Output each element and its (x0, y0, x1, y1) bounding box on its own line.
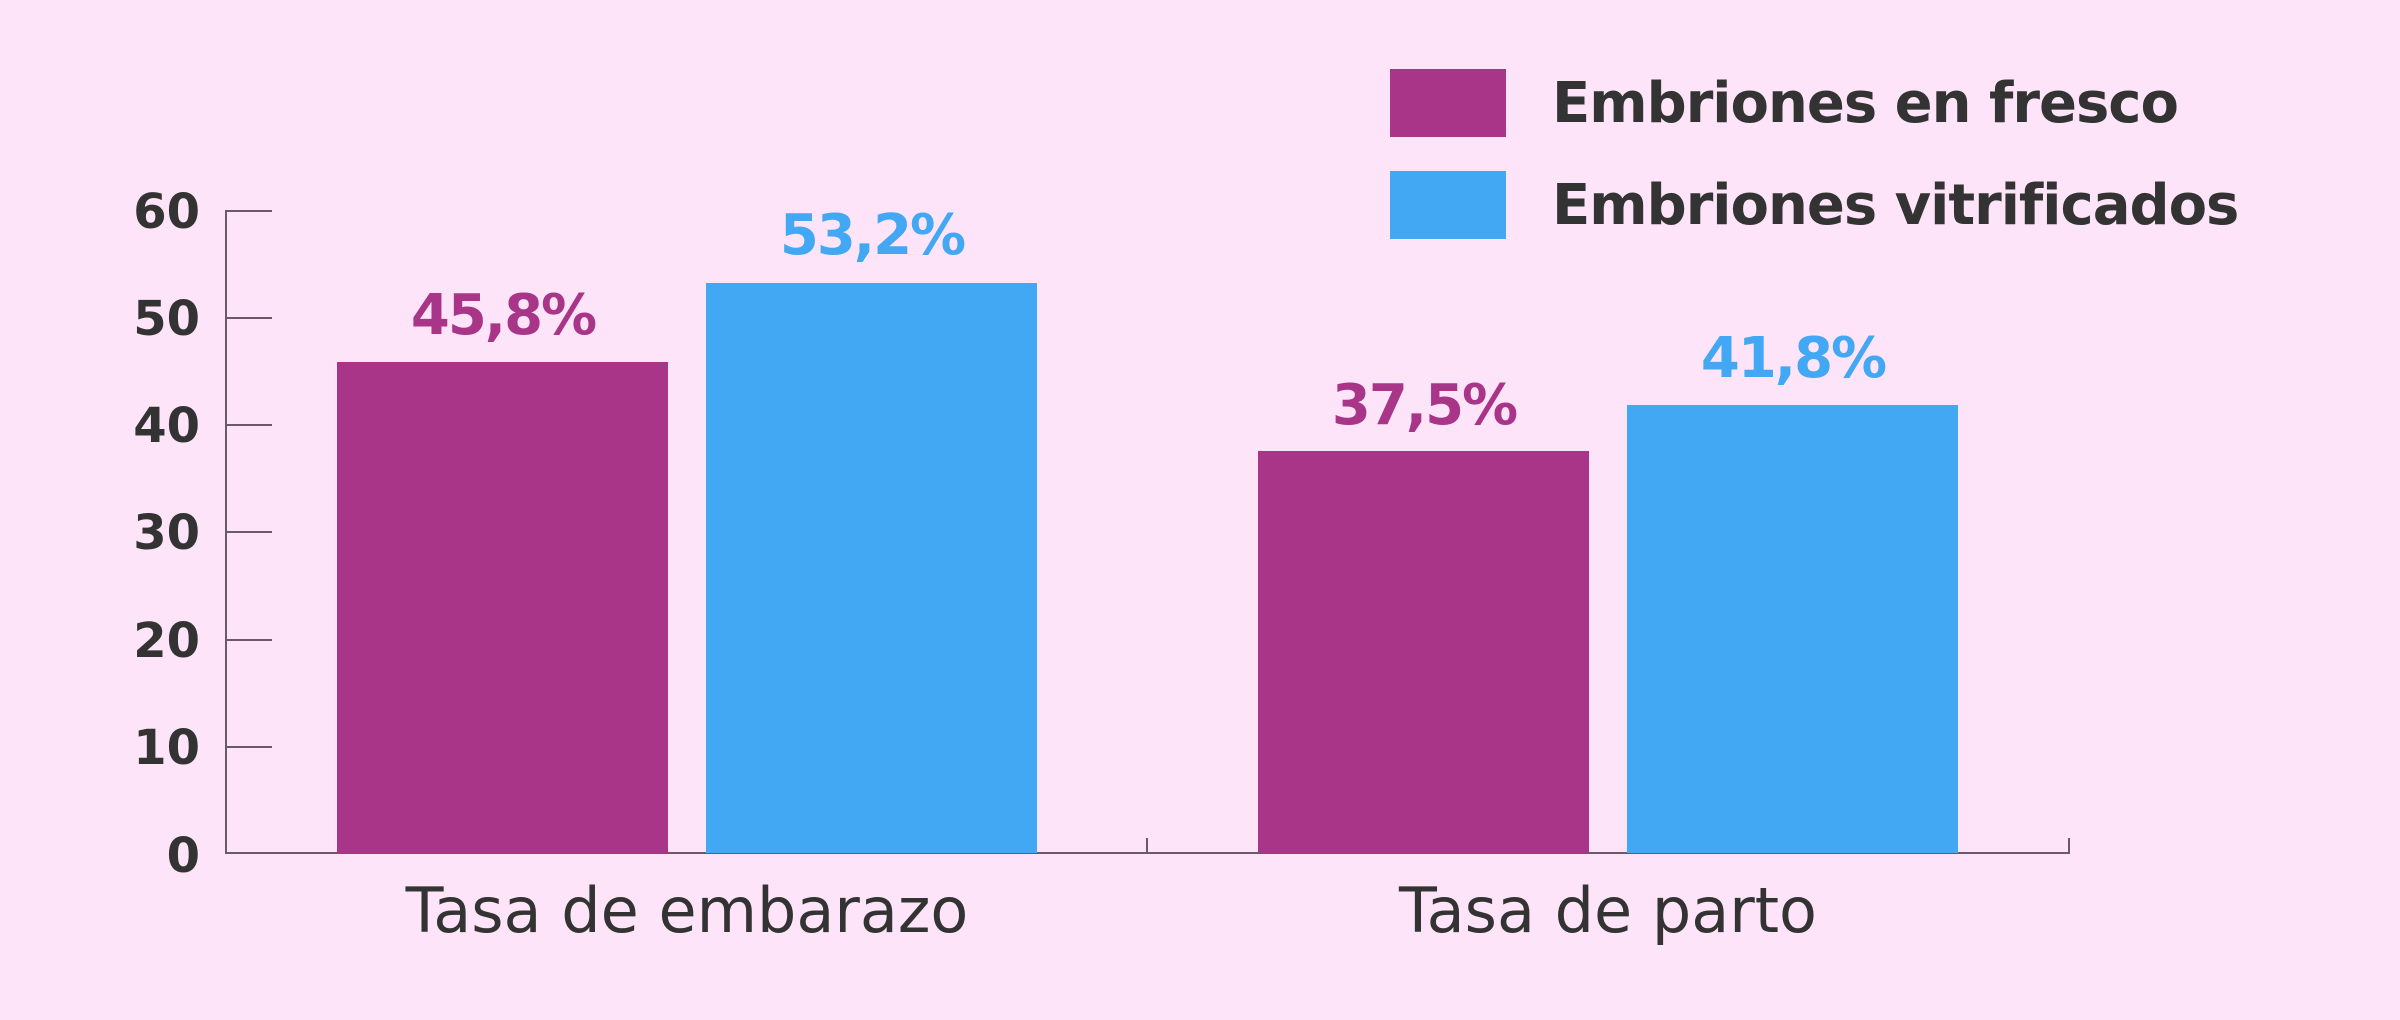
category-label: Tasa de embarazo (405, 874, 969, 947)
legend-item-fresh: Embriones en fresco (1390, 69, 2179, 137)
y-tick (226, 317, 272, 319)
legend-swatch-vitrified (1390, 171, 1506, 239)
x-tick (2068, 838, 2070, 853)
y-tick (226, 746, 272, 748)
y-tick-label: 50 (133, 291, 200, 347)
y-tick-label: 40 (133, 398, 200, 454)
y-tick (226, 210, 272, 212)
x-axis (225, 852, 2070, 854)
y-tick-label: 0 (166, 828, 200, 884)
y-tick-label: 20 (133, 613, 200, 669)
value-label: 45,8% (410, 283, 597, 348)
y-tick-label: 30 (133, 505, 200, 561)
value-label: 41,8% (1700, 326, 1887, 391)
y-tick (226, 531, 272, 533)
category-label: Tasa de parto (1399, 874, 1817, 947)
y-tick-label: 10 (133, 720, 200, 776)
legend-label-vitrified: Embriones vitrificados (1552, 172, 2239, 238)
legend-swatch-fresh (1390, 69, 1506, 137)
bar-vitrified-embarazo (706, 283, 1037, 853)
bar-fresh-parto (1258, 451, 1589, 853)
x-tick (1146, 838, 1148, 853)
y-tick (226, 424, 272, 426)
value-label: 37,5% (1331, 373, 1518, 438)
legend-item-vitrified: Embriones vitrificados (1390, 171, 2239, 239)
y-tick-label: 60 (133, 184, 200, 240)
bar-vitrified-parto (1627, 405, 1958, 853)
value-label: 53,2% (779, 203, 966, 268)
y-tick (226, 639, 272, 641)
bar-fresh-embarazo (337, 362, 668, 853)
legend-label-fresh: Embriones en fresco (1552, 70, 2179, 136)
